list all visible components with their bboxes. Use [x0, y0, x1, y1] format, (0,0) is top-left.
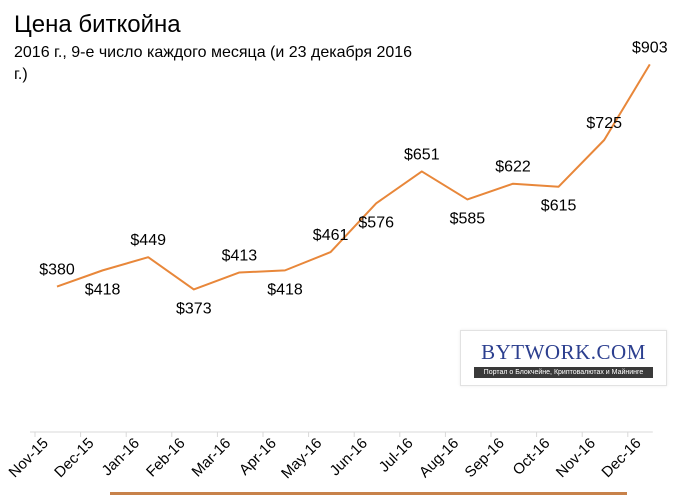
x-tick-label: May-16 [278, 435, 325, 482]
data-label: $725 [586, 115, 622, 132]
x-tick-label: Aug-16 [416, 435, 462, 481]
data-label: $413 [222, 247, 258, 264]
x-tick-label: Dec-15 [51, 435, 97, 481]
data-label: $651 [404, 146, 440, 163]
watermark-tagline: Портал о Блокчейне, Криптовалютах и Майн… [474, 367, 653, 378]
data-label: $418 [85, 281, 121, 298]
data-label: $461 [313, 227, 349, 244]
data-label: $585 [450, 210, 486, 227]
data-label: $380 [39, 262, 75, 279]
x-tick-label: Sep-16 [462, 435, 508, 481]
data-label: $449 [130, 232, 166, 249]
x-tick-label: Nov-16 [553, 435, 599, 481]
watermark-logo: BYTWORK.COM Портал о Блокчейне, Криптова… [460, 330, 667, 386]
x-tick-label: Jan-16 [99, 435, 143, 479]
x-tick-label: Jul-16 [376, 435, 417, 476]
bottom-accent-bar [110, 492, 627, 495]
x-tick-label: Apr-16 [236, 435, 280, 479]
data-label: $373 [176, 300, 212, 317]
watermark-brand: BYTWORK.COM [481, 340, 646, 364]
chart-subtitle: 2016 г., 9-е число каждого месяца (и 23 … [14, 44, 413, 83]
x-tick-label: Nov-15 [6, 435, 52, 481]
x-tick-label: Oct-16 [510, 435, 554, 479]
data-label: $576 [358, 214, 394, 231]
x-tick-label: Dec-16 [598, 435, 644, 481]
price-series-line [56, 63, 651, 291]
x-tick-label: Jun-16 [327, 435, 371, 479]
data-label: $622 [495, 159, 531, 176]
data-label: $418 [267, 281, 303, 298]
chart-title: Цена биткойна [14, 11, 181, 38]
data-label: $903 [632, 39, 668, 56]
x-tick-label: Feb-16 [143, 435, 189, 481]
data-label: $615 [541, 198, 577, 215]
x-tick-label: Mar-16 [189, 435, 235, 481]
